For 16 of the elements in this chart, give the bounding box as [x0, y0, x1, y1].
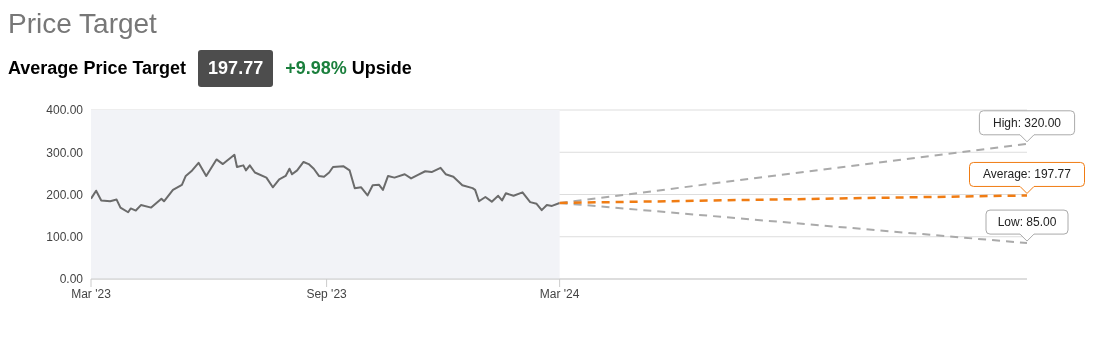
text: Upside — [351, 58, 412, 78]
y-tick-label: 100.00 — [46, 230, 84, 245]
x-tick-label: Sep '23 — [306, 286, 348, 301]
y-tick-label: 0.00 — [59, 272, 84, 287]
y-tick-label: 400.00 — [46, 103, 84, 118]
chart-title: Price Target — [8, 8, 158, 40]
annotation: Average: 197.77 — [983, 167, 1072, 182]
x-tick-label: Mar '23 — [71, 286, 112, 301]
annotation: Low: 85.00 — [997, 215, 1057, 230]
text: 197.77 — [198, 50, 274, 87]
text: +9.98% — [285, 58, 347, 78]
chart-subtitle: Average Price Target — [8, 58, 187, 79]
annotation: High: 320.00 — [992, 115, 1062, 130]
y-tick-label: 300.00 — [46, 145, 84, 160]
x-tick-label: Mar '24 — [539, 286, 580, 301]
y-tick-label: 200.00 — [46, 187, 84, 202]
